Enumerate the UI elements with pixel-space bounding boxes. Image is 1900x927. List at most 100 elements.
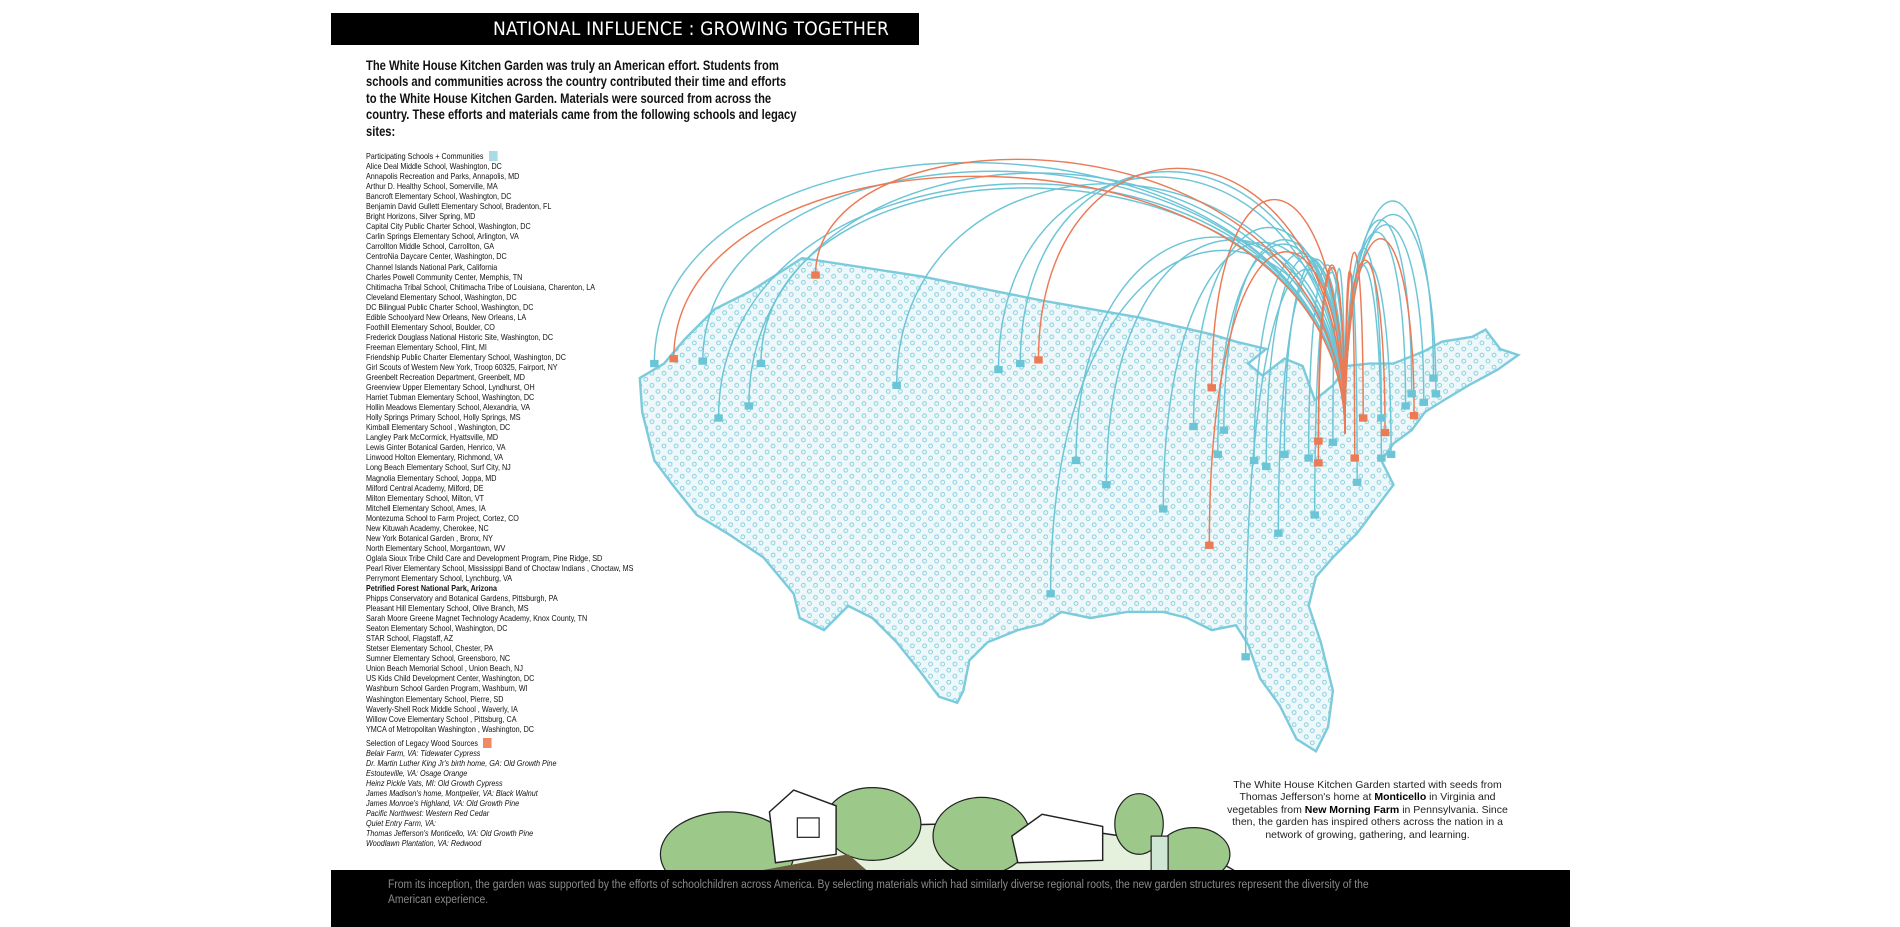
school-item: Freeman Elementary School, Flint, MI <box>366 341 487 352</box>
school-item: Charles Powell Community Center, Memphis… <box>366 271 523 282</box>
legacy-arc <box>814 158 1346 434</box>
legacy-marker <box>669 355 678 363</box>
school-marker <box>994 365 1003 374</box>
school-marker <box>892 381 901 389</box>
school-item: Milton Elementary School, Milton, VT <box>366 492 485 503</box>
school-item: Bancroft Elementary School, Washington, … <box>366 191 512 202</box>
school-item: New York Botanical Garden , Bronx, NY <box>366 532 493 543</box>
school-marker <box>1419 398 1429 406</box>
school-item: Benjamin David Gullett Elementary School… <box>366 201 552 212</box>
school-item: Bright Horizons, Silver Spring, MD <box>366 211 476 222</box>
legacy-arc <box>1211 198 1346 434</box>
legacy-item: Heinz Pickle Vats, MI: Old Growth Cypres… <box>366 778 503 789</box>
school-item: Capital City Public Charter School, Wash… <box>366 221 531 232</box>
school-item: Frederick Douglass National Historic Sit… <box>366 331 554 342</box>
school-item: Friendship Public Charter Elementary Sch… <box>366 351 566 362</box>
school-marker <box>1352 478 1362 486</box>
us-outline <box>638 256 1521 754</box>
school-item: Magnolia Elementary School, Joppa, MD <box>366 472 497 483</box>
school-item: US Kids Child Development Center, Washin… <box>366 673 535 684</box>
school-item: Pleasant Hill Elementary School, Olive B… <box>366 603 529 614</box>
school-arc <box>748 172 1346 434</box>
school-marker <box>756 359 766 368</box>
legacy-arc <box>1037 167 1346 434</box>
school-arc <box>717 183 1346 434</box>
legacy-marker <box>1205 541 1214 549</box>
school-item: Greenbelt Recreation Department, Greenbe… <box>366 372 525 383</box>
caption-text: The White House Kitchen Garden started w… <box>1233 779 1502 804</box>
school-marker <box>1407 390 1416 398</box>
school-item: CentroNia Daycare Center, Washington, DC <box>366 251 507 262</box>
school-item: Langley Park McCormick, Hyattsville, MD <box>366 432 499 443</box>
garden-caption: The White House Kitchen Garden started w… <box>1225 779 1510 841</box>
school-arc <box>1049 249 1346 594</box>
legacy-arc <box>1317 267 1346 463</box>
legacy-item: Belair Farm, VA: Tidewater Cypress <box>366 748 481 759</box>
school-item: Edible Schoolyard New Orleans, New Orlea… <box>366 311 527 322</box>
school-marker <box>1159 505 1168 513</box>
legacy-marker <box>1314 459 1323 467</box>
school-item: Chitimacha Tribal School, Chitimacha Tri… <box>366 281 596 292</box>
school-item: Mitchell Elementary School, Ames, IA <box>366 502 486 513</box>
school-item: Arthur D. Healthy School, Somerville, MA <box>366 181 498 192</box>
legacy-item: James Monroe's Highland, VA: Old Growth … <box>366 798 520 809</box>
school-marker <box>698 357 708 365</box>
intro-text: The White House Kitchen Garden was truly… <box>366 57 797 139</box>
schools-swatch <box>488 151 498 162</box>
school-marker <box>1377 414 1386 422</box>
school-item: Seaton Elementary School, Washington, DC <box>366 623 508 634</box>
footer-text: From its inception, the garden was suppo… <box>388 879 1369 906</box>
legacy-arc <box>1344 238 1415 434</box>
school-marker <box>1401 402 1410 410</box>
school-marker <box>1310 511 1319 519</box>
legacy-item: James Madison's home, Montpelier, VA: Bl… <box>366 788 538 799</box>
legacy-marker <box>1034 356 1043 364</box>
school-item: STAR School, Flagstaff, AZ <box>366 633 454 644</box>
school-item: Oglala Sioux Tribe Child Care and Develo… <box>366 552 603 563</box>
legacy-list: Selection of Legacy Wood Sources Belair … <box>366 738 556 849</box>
school-item: Washington Elementary School, Pierre, SD <box>366 693 504 704</box>
legacy-marker <box>1350 454 1359 462</box>
page-title: NATIONAL INFLUENCE : GROWING TOGETHER <box>492 18 889 40</box>
school-item: Hollin Meadows Elementary School, Alexan… <box>366 402 531 413</box>
school-marker <box>650 359 659 368</box>
legacy-legend: Selection of Legacy Wood Sources <box>366 738 556 749</box>
school-item: Channel Islands National Park, Californi… <box>366 261 498 272</box>
school-arc <box>895 183 1346 434</box>
legacy-item: Quiet Entry Farm, VA: <box>366 818 437 829</box>
school-item: Petrified Forest National Park, Arizona <box>366 583 498 594</box>
school-item: Cleveland Elementary School, Washington,… <box>366 291 517 302</box>
school-marker <box>1280 450 1289 459</box>
school-item: Linwood Holton Elementary, Richmond, VA <box>366 452 504 463</box>
school-item: Foothill Elementary School, Boulder, CO <box>366 321 495 332</box>
school-marker <box>1219 426 1229 434</box>
school-item: Long Beach Elementary School, Surf City,… <box>366 462 511 473</box>
school-item: Waverly-Shell Rock Middle School , Waver… <box>366 703 518 714</box>
school-item: Milford Central Academy, Milford, DE <box>366 482 484 493</box>
legacy-marker <box>1207 384 1216 392</box>
legacy-swatch <box>483 738 492 749</box>
legacy-marker <box>1380 428 1390 437</box>
school-marker <box>1328 438 1338 446</box>
school-item: Stetser Elementary School, Chester, PA <box>366 643 494 654</box>
legacy-marker <box>1314 437 1323 445</box>
monticello-icon <box>1010 813 1104 864</box>
school-item: DC Bilingual Public Charter School, Wash… <box>366 301 534 312</box>
title-bar: NATIONAL INFLUENCE : GROWING TOGETHER <box>331 13 919 45</box>
legacy-marker <box>1409 412 1419 420</box>
school-item: YMCA of Metropolitan Washington , Washin… <box>366 723 535 734</box>
school-arc <box>1075 236 1346 461</box>
legacy-heading: Selection of Legacy Wood Sources <box>366 738 478 748</box>
legacy-marker <box>1358 414 1368 422</box>
school-marker <box>1377 454 1386 462</box>
school-item: Kimball Elementary School , Washington, … <box>366 422 511 433</box>
school-item: Montezuma School to Farm Project, Cortez… <box>366 512 519 523</box>
school-marker <box>1429 374 1438 382</box>
school-item: Phipps Conservatory and Botanical Garden… <box>366 593 558 604</box>
school-marker <box>1262 462 1271 471</box>
school-item: Annapolis Recreation and Parks, Annapoli… <box>366 171 520 182</box>
school-arc <box>1105 239 1346 485</box>
legacy-arc <box>1344 251 1364 434</box>
school-marker <box>1071 456 1081 465</box>
school-item: Girl Scouts of Western New York, Troop 6… <box>366 361 558 372</box>
